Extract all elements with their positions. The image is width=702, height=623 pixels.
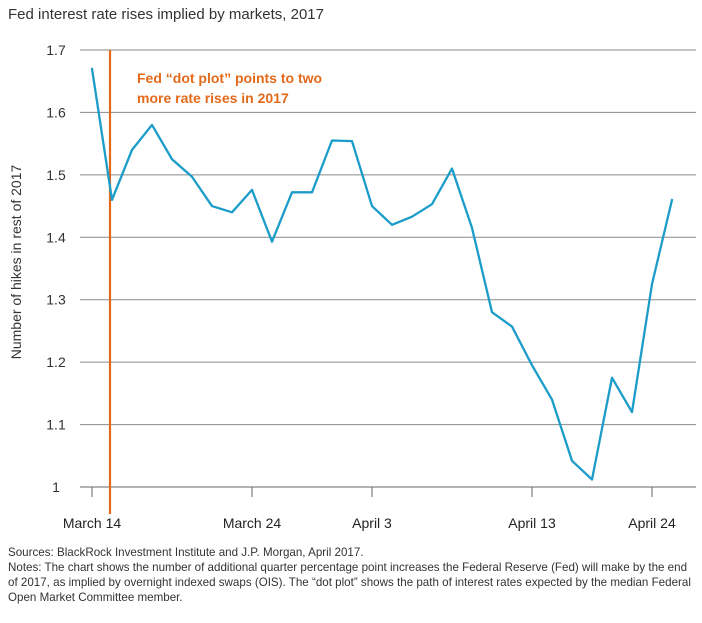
annotation: Fed “dot plot” points to two more rate ri… bbox=[108, 50, 322, 514]
series-line-path bbox=[90, 67, 674, 481]
sources-text: Sources: BlackRock Investment Institute … bbox=[8, 546, 364, 559]
grid-lines bbox=[80, 49, 696, 488]
y-axis-label: Number of hikes in rest of 2017 bbox=[8, 165, 24, 360]
annotation-text-line: Fed “dot plot” points to two bbox=[137, 70, 322, 86]
x-tick-label: April 24 bbox=[628, 515, 676, 531]
y-tick-label: 1 bbox=[52, 479, 60, 495]
x-tick-label: March 14 bbox=[63, 515, 122, 531]
notes-text: Notes: The chart shows the number of add… bbox=[8, 561, 691, 604]
y-tick-label: 1.6 bbox=[46, 104, 66, 120]
x-axis: March 14 March 24 April 3 April 13 April 24 bbox=[63, 487, 676, 531]
y-axis-tick-labels: 1 1.1 1.2 1.3 1.4 1.5 1.6 1.7 bbox=[46, 42, 66, 495]
series-line bbox=[90, 67, 674, 481]
footer: Sources: BlackRock Investment Institute … bbox=[8, 545, 694, 605]
y-tick-label: 1.5 bbox=[46, 167, 66, 183]
y-tick-label: 1.1 bbox=[46, 417, 66, 433]
line-chart: 1 1.1 1.2 1.3 1.4 1.5 1.6 1.7 March 14 March 24 A… bbox=[8, 42, 696, 531]
x-tick-label: April 13 bbox=[508, 515, 556, 531]
chart-title: Fed interest rate rises implied by marke… bbox=[8, 6, 324, 23]
x-tick-label: April 3 bbox=[352, 515, 392, 531]
y-tick-label: 1.3 bbox=[46, 292, 66, 308]
y-tick-label: 1.2 bbox=[46, 354, 66, 370]
y-tick-label: 1.7 bbox=[46, 42, 66, 58]
y-tick-label: 1.4 bbox=[46, 229, 66, 245]
annotation-text-line: more rate rises in 2017 bbox=[137, 90, 289, 106]
x-tick-label: March 24 bbox=[223, 515, 282, 531]
